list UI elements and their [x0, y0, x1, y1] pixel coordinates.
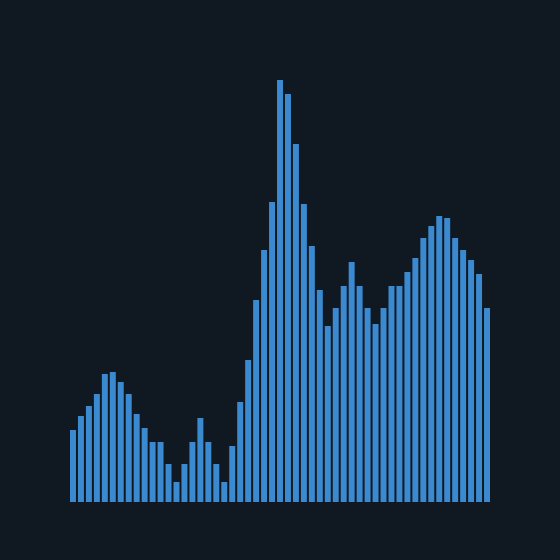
bar: [205, 442, 212, 502]
bar: [213, 464, 220, 502]
bar: [197, 418, 204, 502]
bar: [420, 238, 427, 502]
bar: [221, 482, 228, 502]
bar: [436, 216, 443, 502]
bar: [109, 372, 116, 502]
bar: [277, 80, 283, 502]
bar: [269, 202, 276, 502]
bar: [444, 218, 451, 502]
bar: [332, 308, 339, 502]
bar: [460, 250, 467, 502]
bar: [476, 274, 483, 502]
bar: [93, 394, 100, 502]
bar: [468, 260, 475, 502]
bar: [300, 204, 307, 502]
bar: [70, 430, 76, 502]
bar: [484, 308, 490, 502]
bar: [133, 414, 140, 502]
bar: [428, 226, 435, 502]
bar: [165, 464, 172, 502]
bar: [308, 246, 315, 502]
bar: [316, 290, 323, 502]
bar: [189, 442, 196, 502]
bar: [324, 326, 331, 502]
bar: [85, 406, 92, 502]
bar: [181, 464, 188, 502]
bar: [141, 428, 148, 502]
bar: [237, 402, 244, 502]
bar: [292, 144, 299, 502]
bar: [404, 272, 411, 502]
bar: [452, 238, 459, 502]
bar: [380, 308, 387, 502]
bar: [101, 374, 108, 502]
bar: [117, 382, 124, 502]
bar: [157, 442, 164, 502]
bar: [396, 286, 403, 502]
bar: [173, 482, 180, 502]
bar: [77, 416, 84, 502]
bar: [364, 308, 371, 502]
bar: [348, 262, 355, 502]
bar: [284, 94, 291, 502]
bar: [245, 360, 252, 502]
bar: [372, 324, 379, 502]
bar: [412, 258, 419, 502]
bar: [149, 442, 156, 502]
bar: [125, 394, 132, 502]
bar: [229, 446, 236, 502]
bar: [388, 286, 395, 502]
bar: [253, 300, 260, 502]
bar: [340, 286, 347, 502]
bar: [356, 286, 363, 502]
bar: [261, 250, 268, 502]
